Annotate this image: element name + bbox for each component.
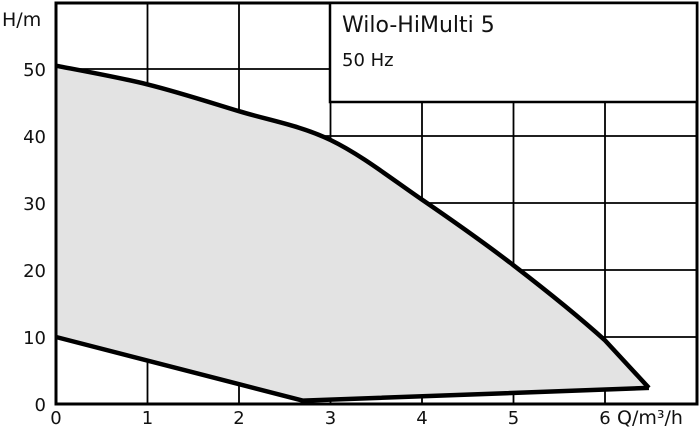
x-tick-label: 2 <box>233 408 244 429</box>
legend-box <box>328 1 699 104</box>
max-curve-line <box>55 63 651 390</box>
x-axis-label: Q/m³/h <box>617 407 683 429</box>
x-tick-label: 6 <box>599 408 610 429</box>
min-curve-line <box>55 334 650 403</box>
y-tick-label: 20 <box>23 261 46 282</box>
y-tick-label: 30 <box>23 194 46 215</box>
operating-range-area <box>56 65 649 401</box>
x-tick-label: 0 <box>50 408 61 429</box>
y-tick-label: 10 <box>23 328 46 349</box>
chart-title: Wilo-HiMulti 5 <box>342 13 495 38</box>
x-tick-label: 4 <box>416 408 427 429</box>
y-tick-label: 40 <box>23 127 46 148</box>
y-tick-label: 0 <box>35 395 46 416</box>
tick-labels: 0 1 2 3 4 5 6 0 10 20 30 40 50 <box>23 60 611 429</box>
chart-subtitle: 50 Hz <box>342 50 394 71</box>
x-tick-label: 3 <box>325 408 336 429</box>
y-axis-label: H/m <box>2 9 41 31</box>
y-tick-label: 50 <box>23 60 46 81</box>
x-tick-label: 5 <box>508 408 519 429</box>
x-tick-label: 1 <box>142 408 153 429</box>
